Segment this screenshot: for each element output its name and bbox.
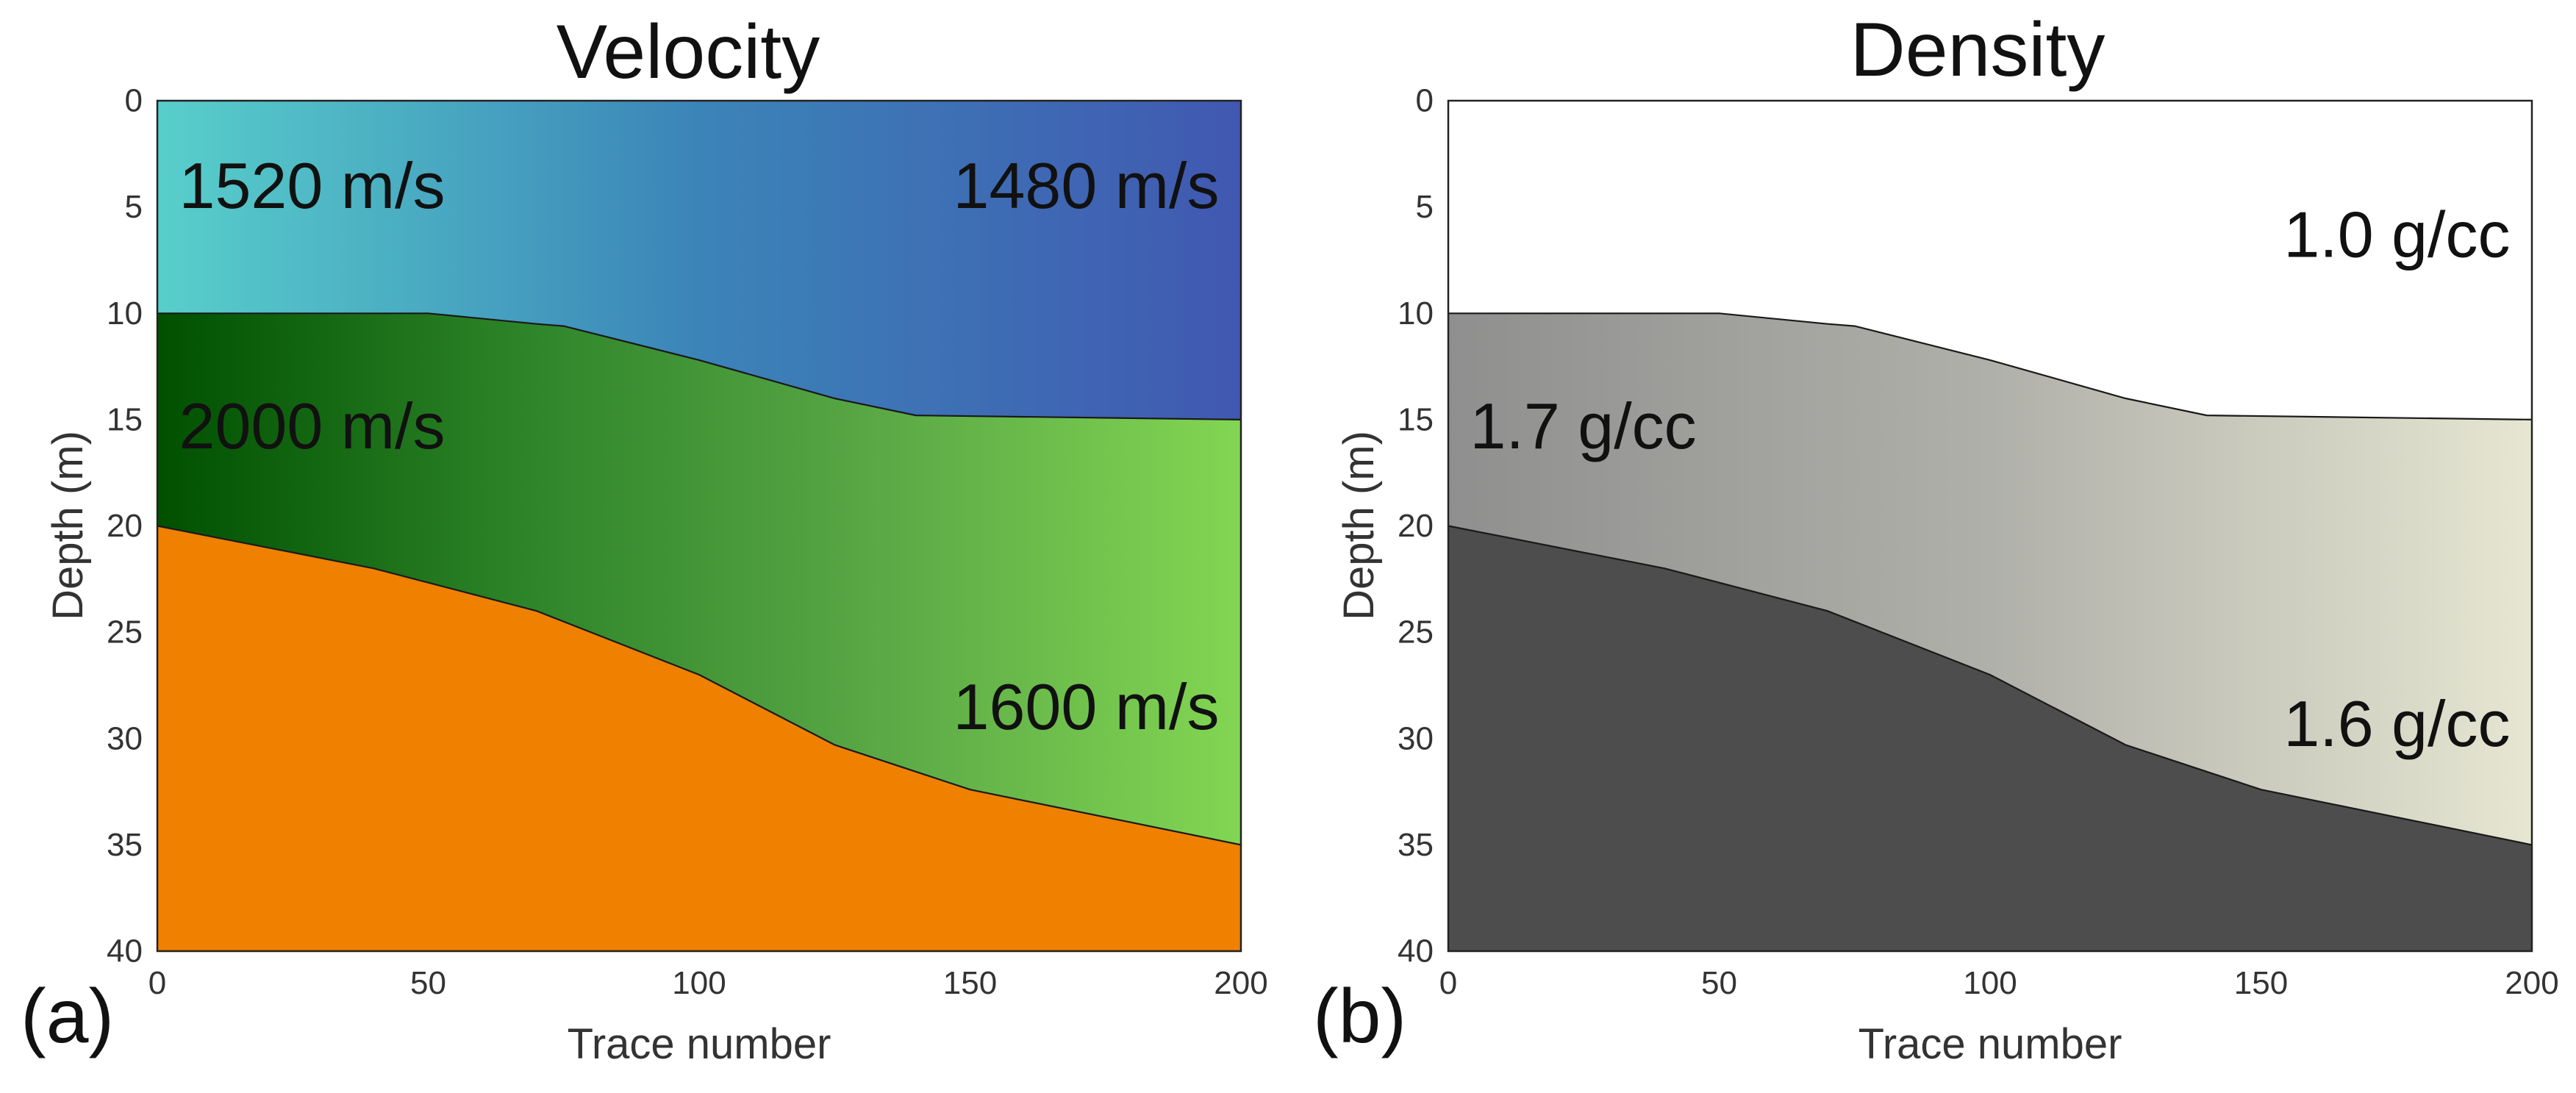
- density-title: Density: [1850, 7, 2105, 93]
- velocity-y-tick-label: 0: [125, 83, 143, 119]
- density-panel-letter: (b): [1313, 974, 1406, 1059]
- velocity-y-tick-label: 40: [107, 933, 143, 970]
- density-x-axis-label: Trace number: [1858, 1020, 2122, 1068]
- density-middle-layer: [1448, 313, 2532, 845]
- velocity-upper-interface-line: [157, 312, 1242, 420]
- density-y-tick-label: 25: [1398, 614, 1434, 651]
- velocity-lower-interface-line: [157, 525, 1242, 846]
- velocity-y-tick-label: 30: [107, 720, 143, 756]
- density-y-tick-label: 5: [1416, 189, 1434, 225]
- density-annotation-label: 1.0 g/cc: [2283, 198, 2510, 271]
- velocity-annotation-label: 1600 m/s: [954, 670, 1220, 743]
- velocity-x-tick-label: 50: [410, 965, 446, 1001]
- velocity-layers: [157, 101, 1242, 951]
- velocity-annotation-label: 1480 m/s: [954, 149, 1220, 222]
- velocity-panel-letter: (a): [21, 974, 114, 1059]
- density-annotation-label: 1.7 g/cc: [1470, 390, 1697, 462]
- velocity-y-tick-label: 20: [107, 508, 143, 544]
- velocity-y-tick-label: 10: [107, 295, 143, 332]
- density-y-tick-label: 20: [1398, 508, 1434, 544]
- velocity-y-axis-label: Depth (m): [44, 431, 92, 620]
- density-panel: 1.0 g/cc 1.7 g/cc 1.6 g/cc 0 50 100 150 200 0 5…: [1313, 7, 2559, 1068]
- density-annotations: 1.0 g/cc 1.7 g/cc 1.6 g/cc: [1470, 198, 2511, 760]
- velocity-x-axis-label: Trace number: [568, 1020, 831, 1068]
- velocity-plot-frame: [156, 99, 1242, 953]
- velocity-x-ticks: 0 50 100 150 200: [149, 965, 1268, 1001]
- velocity-annotation-label: 1520 m/s: [179, 149, 446, 222]
- velocity-x-tick-label: 150: [943, 965, 997, 1001]
- density-x-tick-label: 0: [1439, 965, 1457, 1001]
- density-x-tick-label: 100: [1963, 965, 2017, 1001]
- velocity-annotation-label: 2000 m/s: [179, 390, 446, 462]
- density-x-tick-label: 50: [1701, 965, 1737, 1001]
- density-x-tick-label: 200: [2505, 965, 2558, 1001]
- density-plot-frame: [1447, 99, 2533, 953]
- velocity-title: Velocity: [557, 10, 820, 95]
- velocity-top-layer: [157, 101, 1241, 420]
- velocity-middle-layer: [157, 313, 1241, 845]
- velocity-annotations: 1520 m/s 1480 m/s 2000 m/s 1600 m/s: [179, 149, 1220, 743]
- density-x-tick-label: 150: [2234, 965, 2288, 1001]
- velocity-bottom-layer: [157, 526, 1241, 951]
- density-y-ticks: 0 5 10 15 20 25 30 35 40: [1398, 83, 1434, 970]
- density-annotation-label: 1.6 g/cc: [2283, 687, 2510, 760]
- density-x-ticks: 0 50 100 150 200: [1439, 965, 2559, 1001]
- velocity-y-ticks: 0 5 10 15 20 25 30 35 40: [107, 83, 143, 970]
- density-y-tick-label: 10: [1398, 295, 1434, 332]
- density-upper-interface-line: [1448, 312, 2533, 420]
- density-y-tick-label: 30: [1398, 720, 1434, 756]
- velocity-y-tick-label: 15: [107, 401, 143, 437]
- density-y-tick-label: 15: [1398, 401, 1434, 437]
- density-y-tick-label: 40: [1398, 933, 1434, 970]
- density-layers: [1448, 101, 2533, 951]
- density-y-tick-label: 35: [1398, 827, 1434, 863]
- density-top-layer: [1448, 101, 2532, 420]
- velocity-y-tick-label: 5: [125, 189, 143, 225]
- velocity-x-tick-label: 100: [672, 965, 726, 1001]
- velocity-y-tick-label: 25: [107, 614, 143, 651]
- density-lower-interface-line: [1448, 525, 2533, 846]
- density-bottom-layer: [1448, 526, 2532, 951]
- velocity-x-tick-label: 0: [149, 965, 166, 1001]
- density-y-tick-label: 0: [1416, 83, 1434, 119]
- density-y-axis-label: Depth (m): [1335, 431, 1383, 620]
- velocity-y-tick-label: 35: [107, 827, 143, 863]
- velocity-x-tick-label: 200: [1214, 965, 1267, 1001]
